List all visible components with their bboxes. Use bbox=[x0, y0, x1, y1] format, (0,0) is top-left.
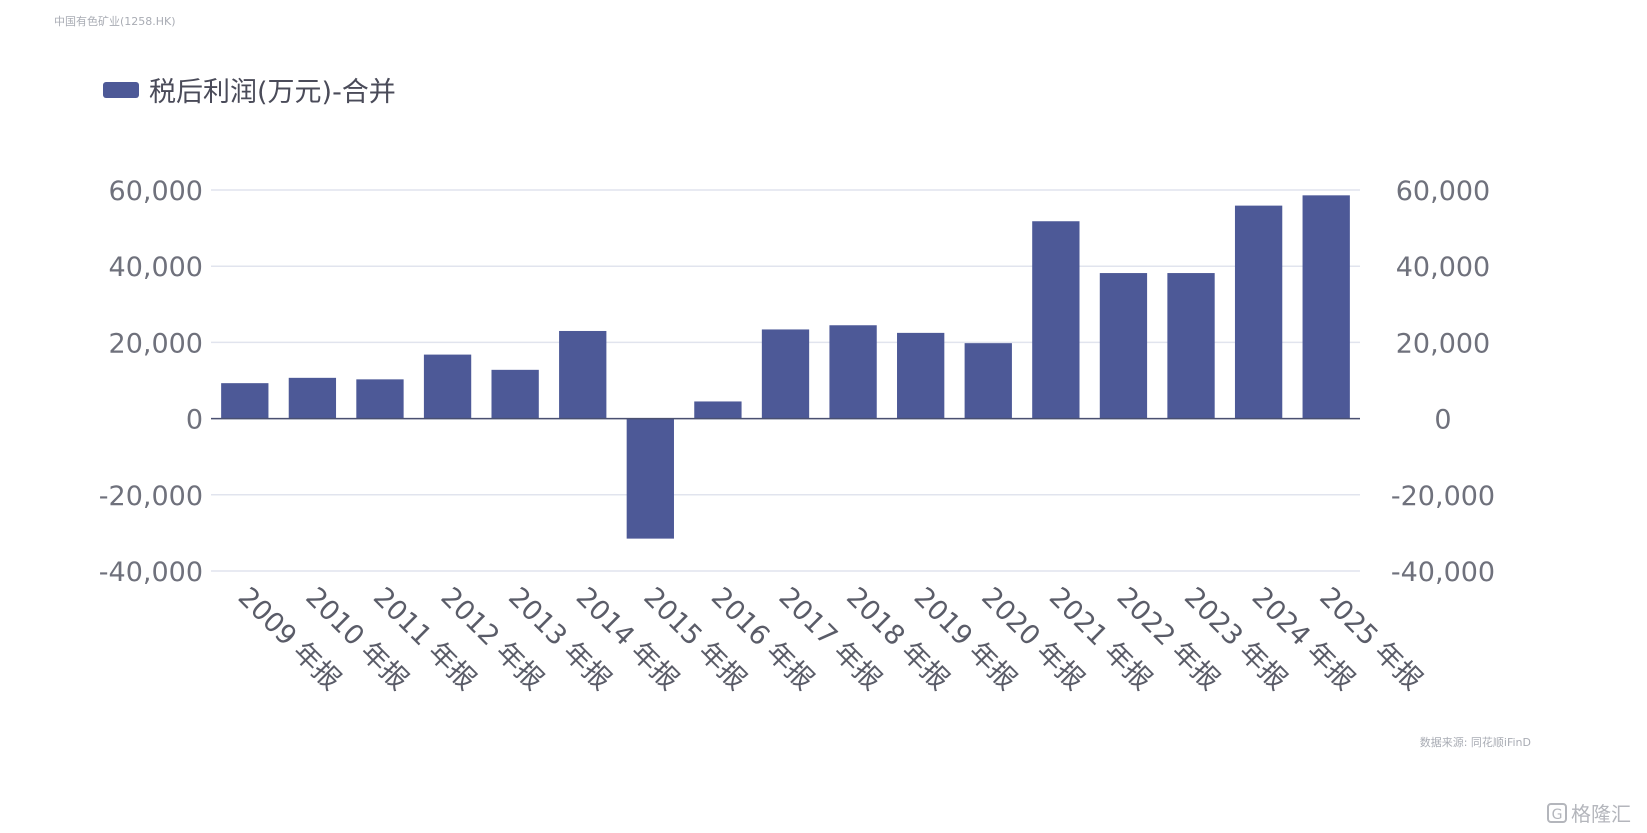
bar bbox=[1167, 273, 1215, 419]
legend-swatch bbox=[103, 81, 139, 98]
y-tick-right: 0 bbox=[1434, 405, 1451, 436]
y-tick-left: 0 bbox=[186, 405, 203, 436]
bar bbox=[491, 369, 539, 419]
bar bbox=[1302, 195, 1350, 419]
y-tick-left: 60,000 bbox=[109, 176, 203, 207]
bar bbox=[1032, 221, 1080, 419]
y-tick-left: -20,000 bbox=[99, 481, 203, 512]
bar bbox=[1234, 205, 1283, 419]
y-tick-right: 40,000 bbox=[1396, 252, 1490, 283]
bar bbox=[356, 379, 404, 419]
y-tick-left: -40,000 bbox=[99, 557, 203, 588]
bar bbox=[761, 329, 810, 419]
data-source: 数据来源: 同花顺iFinD bbox=[1419, 736, 1531, 749]
y-tick-right: 60,000 bbox=[1396, 176, 1490, 207]
bar bbox=[423, 354, 472, 419]
bar bbox=[964, 343, 1012, 419]
bar bbox=[694, 401, 742, 419]
y-tick-right: 20,000 bbox=[1396, 328, 1490, 359]
y-tick-right: -20,000 bbox=[1391, 481, 1495, 512]
bar bbox=[897, 332, 945, 419]
watermark-logo-icon: G bbox=[1547, 802, 1567, 823]
y-tick-left: 20,000 bbox=[109, 328, 203, 359]
y-tick-left: 40,000 bbox=[109, 252, 203, 283]
company-label: 中国有色矿业(1258.HK) bbox=[54, 15, 176, 28]
bar bbox=[221, 383, 269, 419]
legend-label: 税后利润(万元)-合并 bbox=[149, 77, 396, 108]
watermark: G 格隆汇 bbox=[1547, 798, 1631, 827]
bar bbox=[288, 377, 337, 419]
bar bbox=[1099, 273, 1148, 419]
bar bbox=[559, 330, 607, 419]
bar bbox=[626, 418, 674, 539]
bar bbox=[829, 325, 877, 419]
legend[interactable]: 税后利润(万元)-合并 bbox=[103, 70, 396, 109]
watermark-text: 格隆汇 bbox=[1571, 802, 1631, 826]
y-tick-right: -40,000 bbox=[1391, 557, 1495, 588]
